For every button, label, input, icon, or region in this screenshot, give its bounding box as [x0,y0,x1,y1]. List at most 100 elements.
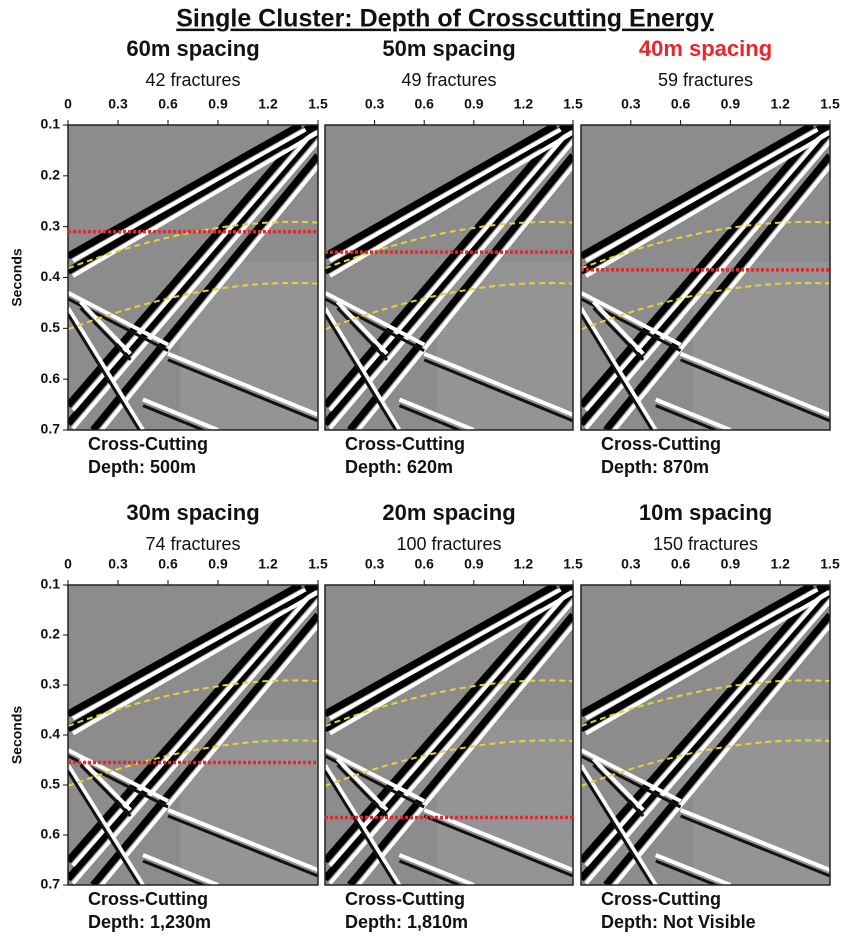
y-tick-label: 0.3 [41,217,61,233]
annotation: Depth: Not Visible [601,912,756,932]
event-light [71,138,318,430]
y-axis-label: Seconds [9,248,25,307]
y-axis-label: Seconds [9,706,25,765]
event-light [612,163,830,430]
y-tick-label: 0.4 [41,726,61,742]
event-cross [423,808,573,872]
event-dark [68,125,318,275]
event-cross [142,853,219,885]
event-light [328,588,573,867]
event-dark [581,125,815,260]
x-tick-label: 0.6 [158,96,178,112]
x-tick-label: 0.9 [208,96,228,112]
event-light [328,590,573,736]
event-cross-dark [142,859,208,885]
x-tick-label: 0.6 [414,556,434,572]
seismic-image [581,585,830,885]
reflector-curve [325,281,573,331]
x-tick-label: 1.5 [820,96,840,112]
figure-title: Single Cluster: Depth of Crosscutting En… [176,5,714,33]
x-tick-label: 0 [64,96,72,112]
y-tick-label: 0.5 [41,319,61,335]
x-tick-label: 0.3 [365,96,385,112]
event-dark [603,612,830,885]
x-tick-label: 0.6 [671,96,691,112]
x-tick-label: 0.9 [721,556,741,572]
x-tick-label: 0.3 [621,556,641,572]
x-tick-label: 1.5 [563,556,583,572]
event-cross [654,397,732,430]
y-tick-label: 0.1 [41,576,61,592]
event-cross [325,290,426,347]
panel-subtitle: 74 fractures [145,534,240,554]
annotation: Cross-Cutting [601,434,721,454]
annotation: Depth: 500m [88,457,196,477]
plot-frame [580,584,831,886]
event-cross [68,763,145,885]
event-cross-dark [655,859,720,885]
event-cross-dark [325,770,398,885]
event-dark [68,125,314,408]
plot-frame [580,124,831,431]
event-dark [68,585,314,864]
event-dark [68,125,303,260]
x-tick-label: 0.9 [208,556,228,572]
event-cross [581,306,658,430]
event-light [612,622,830,885]
event-dark [347,612,573,885]
event-dark [90,153,318,430]
panel-subtitle: 100 fractures [396,534,501,554]
event-cross [398,397,475,430]
event-cross [592,300,645,356]
x-tick-label: 0 [64,556,72,572]
event-cross [679,351,830,417]
annotation: Cross-Cutting [88,434,208,454]
reflector-curve [325,679,573,727]
x-tick-label: 1.5 [308,96,328,112]
event-cross [68,306,145,430]
event-dark [325,125,569,408]
event-cross [335,300,389,356]
event-cross-dark [680,358,830,423]
event-light [71,130,318,278]
reflector-curve [581,679,830,727]
plot-frame [324,584,574,886]
y-tick-label: 0.3 [41,676,61,692]
y-tick-label: 0.6 [41,370,61,386]
event-cross-dark [581,313,654,430]
x-tick-label: 0.6 [671,556,691,572]
event-light [72,587,307,721]
event-cross-dark [325,313,398,430]
event-light [72,127,307,263]
event-cross-dark [167,358,318,423]
event-cross [79,300,132,356]
event-cross-dark [592,306,645,361]
reflector-curve [325,220,573,270]
event-dark [68,585,318,733]
x-tick-label: 0.9 [464,556,484,572]
event-cross-dark [398,404,463,430]
event-cross [398,853,475,885]
y-tick-label: 0.7 [41,876,61,892]
event-cross [581,748,682,803]
event-cross [325,763,402,885]
reflector-curve [581,281,830,331]
event-light [355,163,573,430]
x-tick-label: 0.9 [464,96,484,112]
annotation: Cross-Cutting [345,889,465,909]
panel-title: 60m spacing [126,36,259,61]
annotation: Cross-Cutting [345,434,465,454]
x-tick-label: 0.3 [108,556,128,572]
x-tick-label: 0.6 [158,556,178,572]
y-tick-label: 0.5 [41,776,61,792]
event-light [71,598,318,885]
event-dark [325,585,569,864]
event-light [72,590,318,736]
panel-subtitle: 59 fractures [658,70,753,90]
event-cross-dark [680,814,830,878]
x-tick-label: 0.6 [414,96,434,112]
event-cross [79,757,132,812]
seismic-image [68,585,318,885]
event-cross-dark [398,859,463,885]
